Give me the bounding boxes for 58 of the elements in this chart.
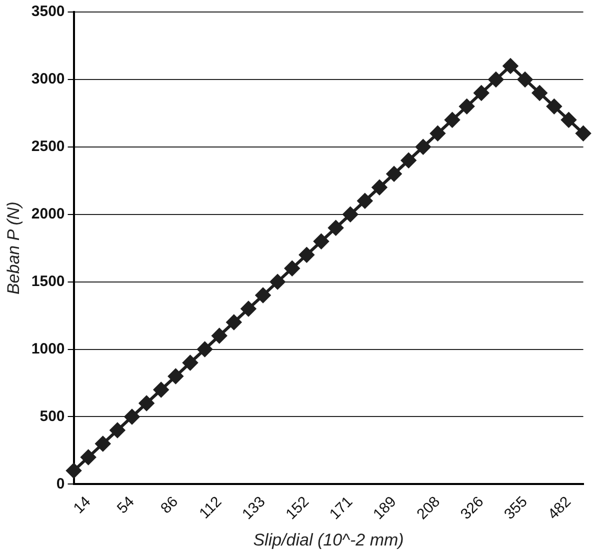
y-tick-label: 500 xyxy=(40,408,65,425)
y-axis-title: Beban P (N) xyxy=(4,202,23,295)
point xyxy=(502,58,518,74)
x-tick-label: 86 xyxy=(158,493,182,518)
point xyxy=(95,436,110,452)
point xyxy=(124,409,140,424)
point xyxy=(444,112,460,128)
x-tick-label: 14 xyxy=(70,493,94,518)
x-tick-label: 112 xyxy=(196,493,226,522)
point xyxy=(212,328,227,344)
point xyxy=(256,288,271,303)
point xyxy=(459,98,474,114)
y-tick-label: 3500 xyxy=(31,3,65,20)
point xyxy=(314,234,329,249)
point xyxy=(546,98,562,114)
point xyxy=(328,220,344,236)
point xyxy=(576,126,591,141)
y-tick-label: 1500 xyxy=(31,272,65,290)
point xyxy=(342,206,358,222)
x-axis-title: Slip/dial (10^-2 mm) xyxy=(253,530,404,550)
x-tick-label: 355 xyxy=(501,493,531,523)
point xyxy=(518,72,533,87)
point xyxy=(284,260,300,276)
x-tick-label: 152 xyxy=(282,493,312,523)
point xyxy=(240,301,256,316)
x-tick-label: 54 xyxy=(114,493,138,518)
point xyxy=(299,247,314,262)
point xyxy=(168,368,184,384)
point xyxy=(430,126,446,141)
x-tick-label: 326 xyxy=(457,493,488,523)
point xyxy=(372,180,387,195)
x-tick-label: 133 xyxy=(239,493,269,523)
point xyxy=(197,342,212,357)
x-tick-label: 208 xyxy=(414,493,444,523)
y-tick-label: 2000 xyxy=(31,206,65,222)
point xyxy=(270,274,286,290)
point xyxy=(386,166,402,182)
point xyxy=(561,112,576,128)
point xyxy=(532,85,548,100)
point xyxy=(182,355,198,370)
point xyxy=(66,463,82,478)
point xyxy=(226,314,242,330)
point xyxy=(416,139,431,154)
y-tick-label: 1000 xyxy=(31,340,65,358)
y-tick-label: 3000 xyxy=(31,70,65,88)
point xyxy=(357,193,372,208)
y-tick-label: 2500 xyxy=(31,138,65,156)
point xyxy=(154,382,169,398)
point xyxy=(474,85,489,100)
y-tick-label: 0 xyxy=(56,475,65,492)
point xyxy=(139,396,154,411)
point xyxy=(401,152,416,168)
x-tick-label: 189 xyxy=(370,493,400,523)
point xyxy=(488,72,504,87)
point xyxy=(80,450,96,465)
x-tick-label: 482 xyxy=(544,493,574,523)
x-tick-label: 171 xyxy=(326,493,356,523)
point xyxy=(110,422,125,438)
